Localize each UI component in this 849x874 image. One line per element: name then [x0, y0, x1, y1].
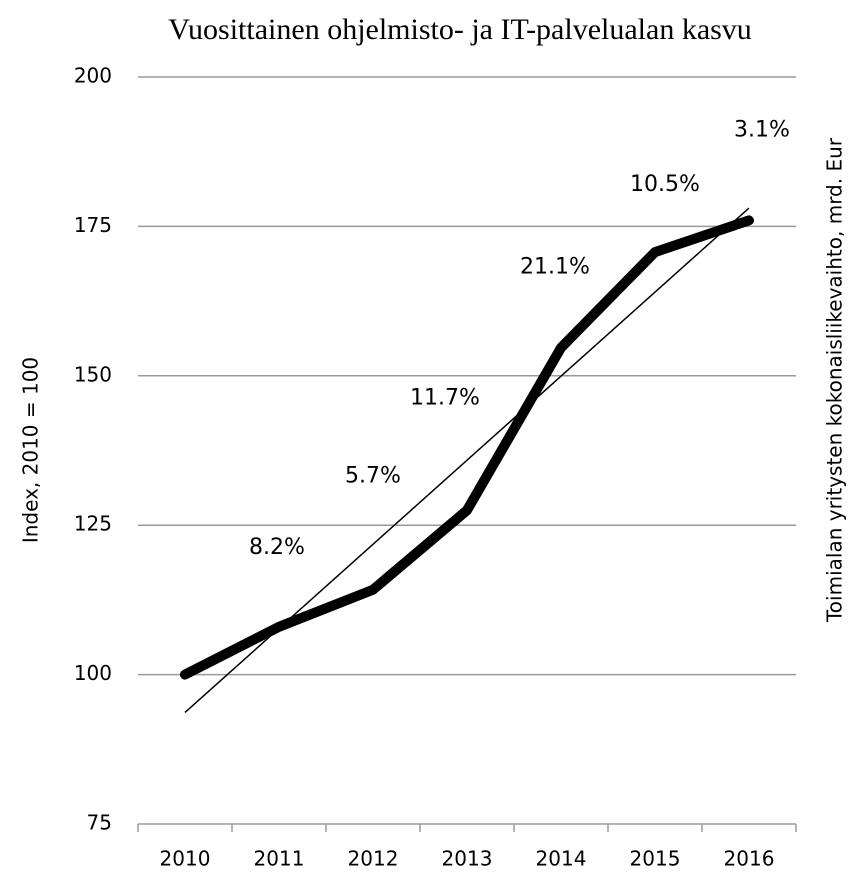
x-tick-label: 2016	[724, 847, 775, 871]
y-tick-label: 75	[87, 811, 112, 835]
chart-title: Vuosittainen ohjelmisto- ja IT-palvelual…	[168, 13, 752, 46]
data-label: 5.7%	[345, 464, 401, 489]
y-axis-label: Index, 2010 = 100	[19, 357, 43, 543]
x-tick-label: 2015	[630, 847, 681, 871]
x-tick-label: 2011	[254, 847, 305, 871]
data-label: 11.7%	[410, 385, 480, 410]
y-tick-label: 100	[74, 661, 112, 685]
y-tick-label: 125	[74, 512, 112, 536]
data-label: 3.1%	[734, 117, 790, 142]
x-tick-label: 2013	[442, 847, 493, 871]
data-label: 21.1%	[520, 255, 590, 280]
data-line	[180, 215, 754, 680]
y-tick-label: 200	[74, 64, 112, 88]
y-tick-label: 175	[74, 213, 112, 237]
data-label: 10.5%	[630, 172, 700, 197]
x-tick-label: 2012	[348, 847, 399, 871]
y-tick-label: 150	[74, 362, 112, 386]
x-tick-label: 2010	[160, 847, 211, 871]
y2-axis-label: Toimialan yritysten kokonaisliikevaihto,…	[823, 137, 847, 623]
data-label: 8.2%	[249, 535, 305, 560]
x-tick-label: 2014	[536, 847, 587, 871]
